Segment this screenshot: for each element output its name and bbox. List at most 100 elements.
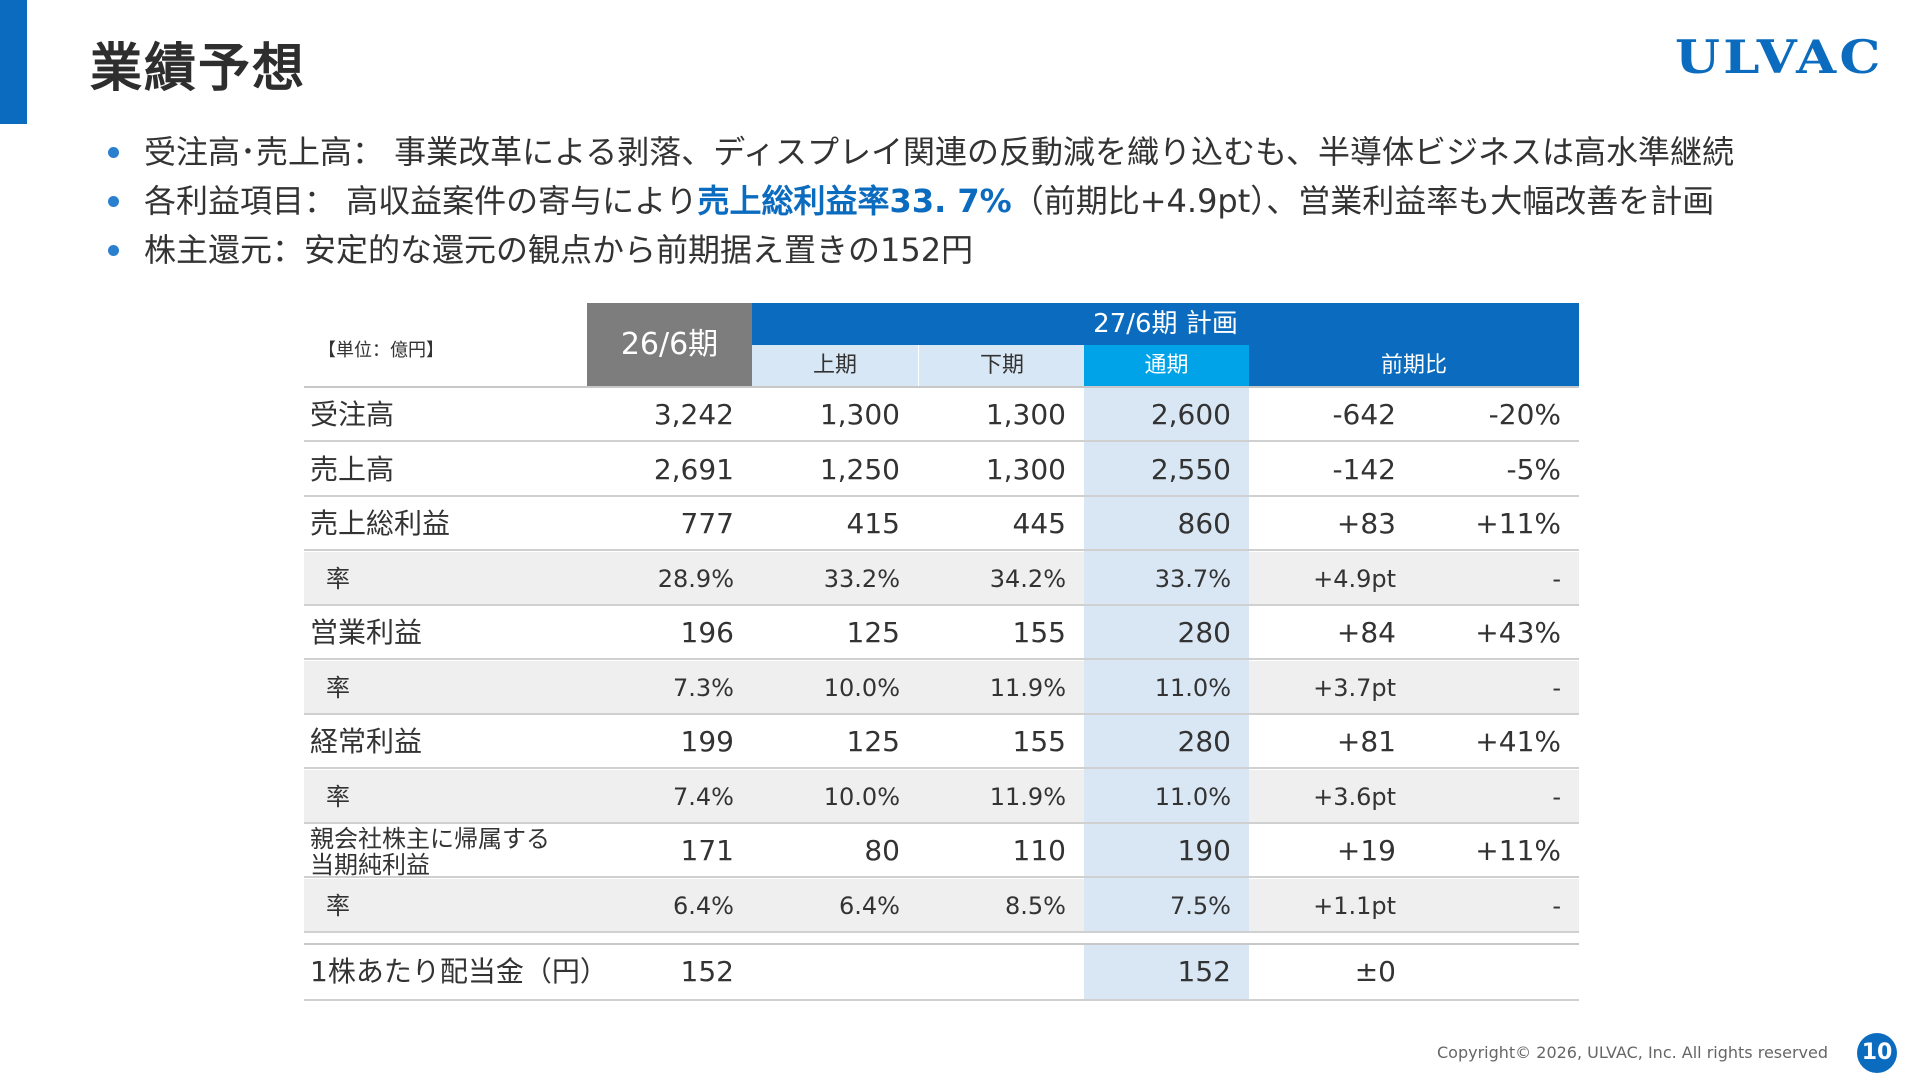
cell-h2: 155 [1012,725,1066,758]
cell-full: 2,600 [1150,398,1231,431]
cell-pct: +43% [1475,616,1561,649]
cell-diff: -142 [1332,452,1396,486]
cell-h2: 1,300 [985,452,1066,486]
unit-label: 【単位：億円】 [318,340,444,361]
bullet-item: 受注高･売上高： 事業改革による剥落、ディスプレイ関連の反動減を織り込むも、半導… [106,128,1734,177]
bullet-item: 各利益項目： 高収益案件の寄与により売上総利益率33. 7%（前期比+4.9pt… [106,177,1734,226]
cell-full: 190 [1177,834,1231,867]
cell-full: 860 [1177,507,1231,540]
cell-h1: 10.0% [823,782,900,811]
cell-fy26: 777 [680,507,734,540]
page-title: 業績予想 [90,39,307,99]
cell-pct: - [1552,673,1561,702]
header-first-half: 上期 [752,345,918,386]
cell-pct: -5% [1506,452,1561,486]
table-row [304,824,1579,878]
row-label: 受注高 [310,398,395,431]
bullet-highlight: 売上総利益率33. 7% [697,182,1012,220]
dividend-row [304,945,1579,1001]
forecast-table: 【単位：億円】 26/6期 27/6期 計画 上期 下期 通期 前期比 受注高 3… [304,303,1579,1003]
cell-h2: 155 [1012,616,1066,649]
cell-full: 33.7% [1154,564,1231,593]
row-label: 売上総利益 [310,507,451,540]
header-yoy: 前期比 [1249,345,1579,386]
cell-fy26: 28.9% [657,564,734,593]
cell-diff: +81 [1336,725,1396,758]
cell-diff: +83 [1336,507,1396,540]
dividend-label: 1株あたり配当金（円） [310,955,608,988]
row-label: 率 [326,782,350,811]
row-label-line2: 当期純利益 [310,851,430,879]
cell-full: 280 [1177,725,1231,758]
cell-fy26: 2,691 [653,452,734,486]
cell-diff: +84 [1336,616,1396,649]
cell-fy26: 7.3% [673,673,734,702]
cell-h2: 1,300 [985,398,1066,431]
cell-full: 11.0% [1154,673,1231,702]
table-row [304,606,1579,660]
row-label: 率 [326,564,350,593]
row-label: 率 [326,673,350,702]
cell-h2: 110 [1012,834,1066,867]
cell-full: 11.0% [1154,782,1231,811]
dividend-fy26: 152 [680,955,734,988]
full-year-cell-bg [1084,769,1249,822]
header-full-year: 通期 [1084,345,1249,386]
cell-pct: - [1552,891,1561,920]
row-label: 率 [326,891,350,920]
cell-pct: - [1552,782,1561,811]
cell-diff: +3.7pt [1313,673,1396,702]
table-row [304,388,1579,442]
table-row [304,497,1579,551]
cell-fy26: 7.4% [673,782,734,811]
cell-diff: +1.1pt [1313,891,1396,920]
header-fy26: 26/6期 [587,303,752,386]
cell-pct: - [1552,564,1561,593]
cell-full: 280 [1177,616,1231,649]
header-divider [304,386,1579,388]
copyright: Copyright© 2026, ULVAC, Inc. All rights … [1437,1043,1829,1062]
row-label: 親会社株主に帰属する [310,825,550,853]
row-label: 営業利益 [310,616,423,649]
cell-h1: 33.2% [823,564,900,593]
dividend-full-bg [1084,945,1249,999]
bullet-item: 株主還元：安定的な還元の観点から前期据え置きの152円 [106,226,1734,275]
table-row [304,443,1579,497]
table-row [304,769,1579,824]
full-year-cell-bg [1084,660,1249,713]
table-row [304,551,1579,606]
full-year-cell-bg [1084,551,1249,604]
bullet-dot-icon [108,245,119,256]
bullet-text: 受注高･売上高： 事業改革による剥落、ディスプレイ関連の反動減を織り込むも、半導… [144,133,1735,171]
dividend-diff: ±0 [1354,955,1396,988]
bullet-dot-icon [108,196,119,207]
cell-h1: 125 [846,725,900,758]
cell-fy26: 171 [680,834,734,867]
cell-full: 2,550 [1150,452,1231,486]
cell-h2: 445 [1012,507,1066,540]
bullet-text-post: （前期比+4.9pt）、営業利益率も大幅改善を計画 [1011,182,1715,220]
cell-diff: +19 [1336,834,1396,867]
dividend-full: 152 [1177,955,1231,988]
cell-pct: +11% [1475,834,1561,867]
table-row [304,660,1579,715]
cell-pct: -20% [1488,398,1561,431]
dividend-top-line [304,943,1579,945]
cell-h2: 11.9% [989,782,1066,811]
full-year-cell-bg [1084,878,1249,931]
cell-h1: 125 [846,616,900,649]
accent-bar [0,0,27,124]
bullet-text: 株主還元：安定的な還元の観点から前期据え置きの152円 [144,231,974,269]
cell-h1: 1,250 [819,452,900,486]
cell-h2: 11.9% [989,673,1066,702]
cell-diff: +3.6pt [1313,782,1396,811]
cell-diff: +4.9pt [1313,564,1396,593]
bullet-list: 受注高･売上高： 事業改革による剥落、ディスプレイ関連の反動減を織り込むも、半導… [106,128,1734,275]
cell-h1: 6.4% [839,891,900,920]
header-fy27-plan: 27/6期 計画 [752,303,1579,345]
cell-fy26: 3,242 [653,398,734,431]
cell-full: 7.5% [1170,891,1231,920]
page-number: 10 [1857,1033,1897,1073]
cell-pct: +41% [1475,725,1561,758]
cell-pct: +11% [1475,507,1561,540]
